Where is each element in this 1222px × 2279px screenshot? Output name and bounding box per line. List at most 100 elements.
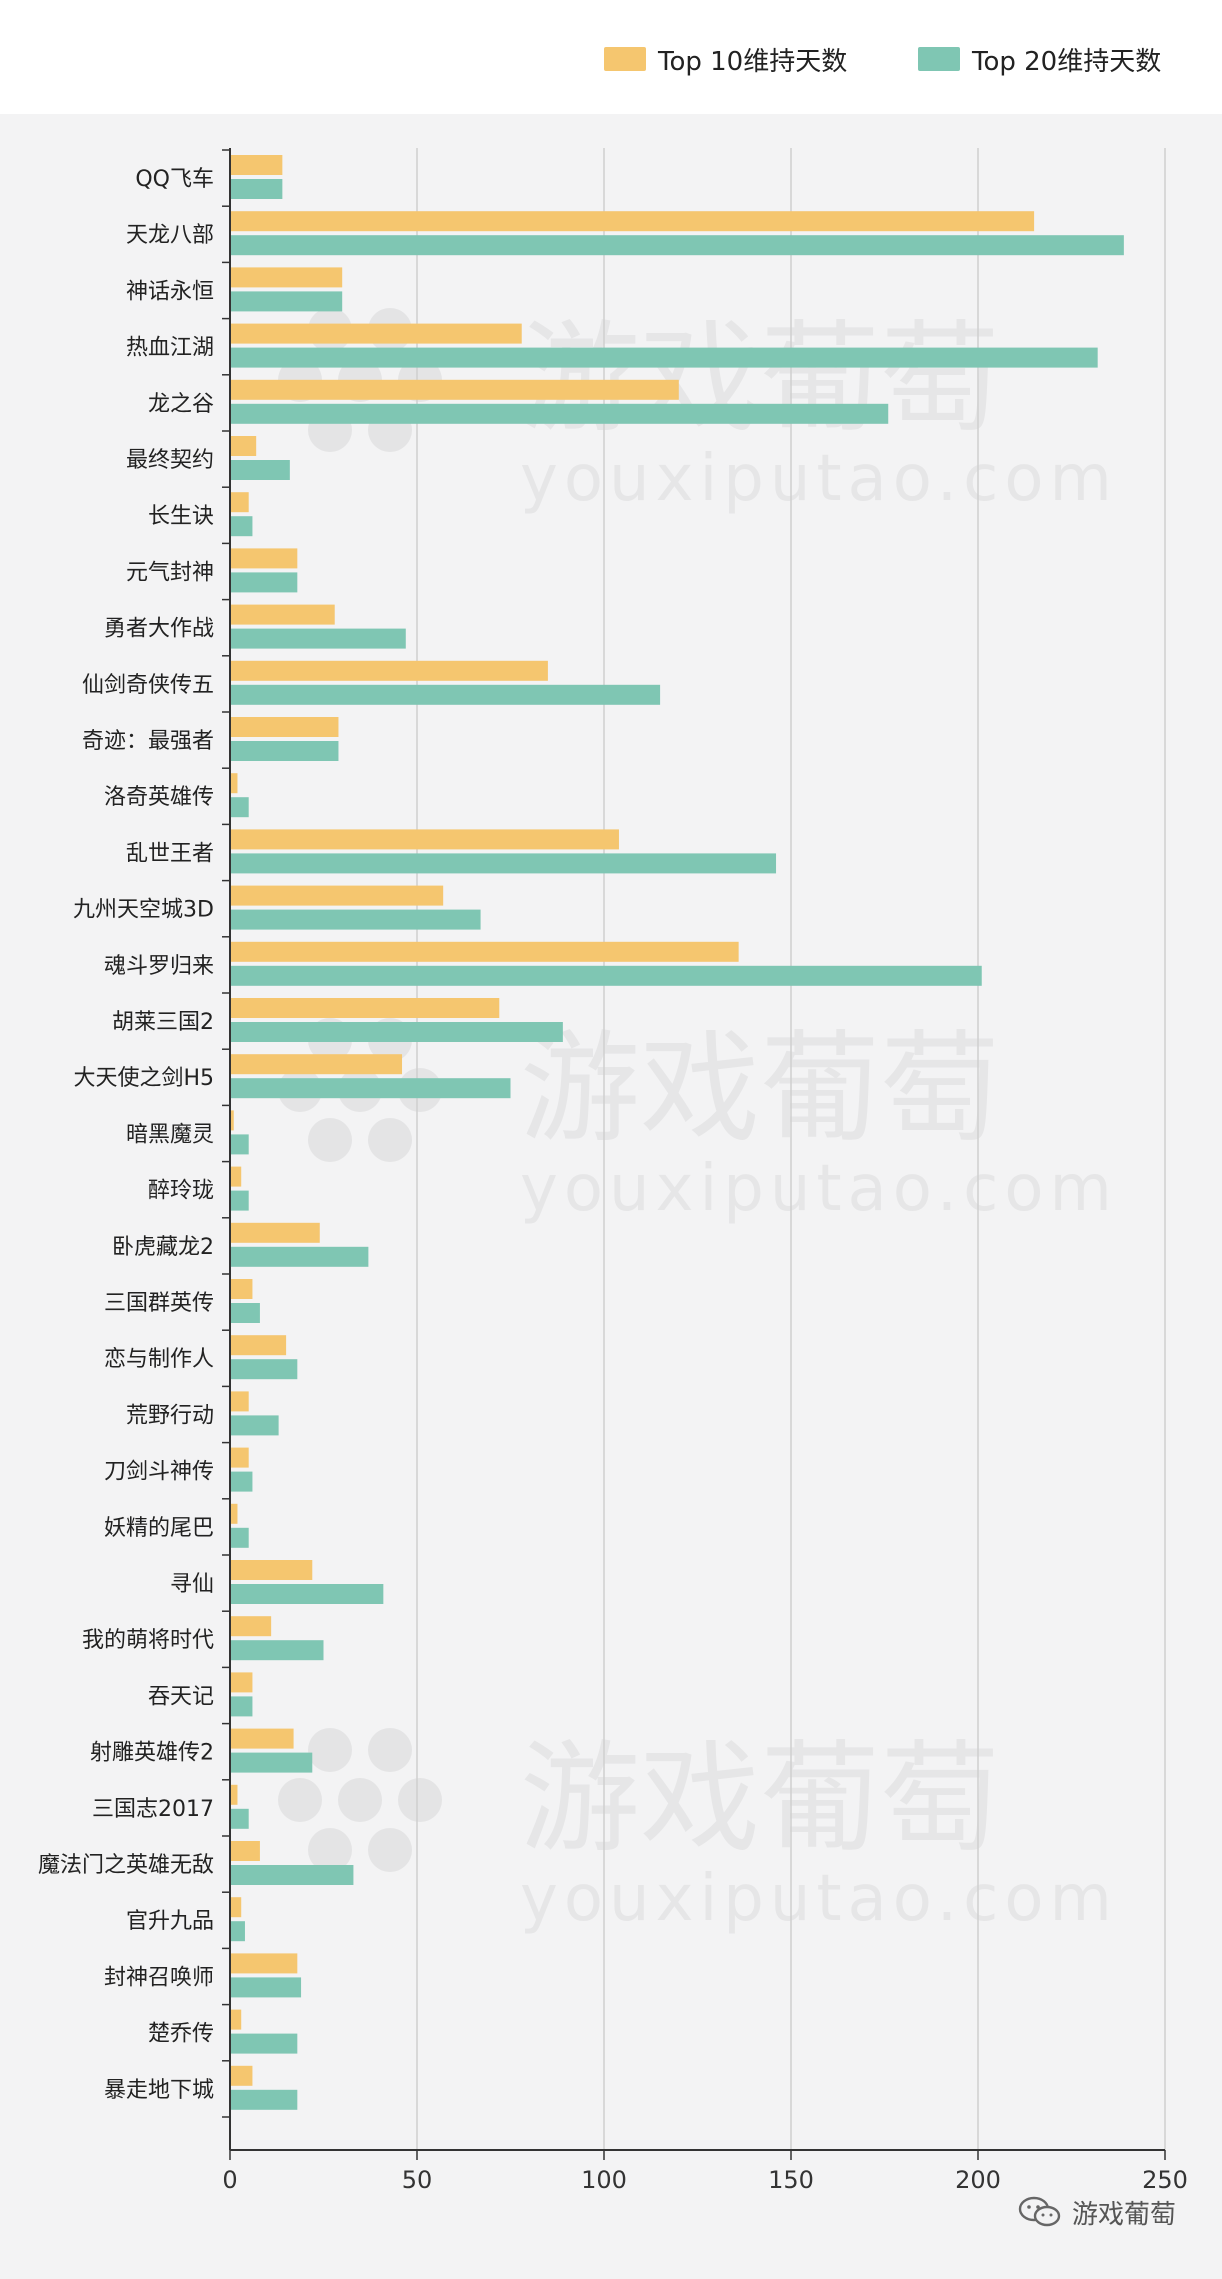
bar-top20: [230, 853, 777, 874]
bar-top20: [230, 741, 339, 761]
category-label: 官升九品: [126, 1909, 214, 1934]
category-label: 神话永恒: [126, 279, 214, 304]
bar-top10: [230, 323, 522, 344]
bar-top20: [230, 628, 406, 649]
category-label: 长生诀: [148, 504, 214, 529]
bar-top20: [230, 2089, 298, 2110]
bar-top10: [230, 1672, 253, 1693]
category-label: 最终契约: [126, 448, 214, 473]
category-label: 奇迹：最强者: [82, 729, 214, 754]
category-label: 恋与制作人: [104, 1347, 214, 1372]
category-label: 洛奇英雄传: [104, 785, 214, 810]
category-label: 楚乔传: [148, 2022, 214, 2047]
category-label: 三国志2017: [92, 1797, 214, 1822]
bar-top10: [230, 1391, 249, 1412]
category-labels: QQ飞车天龙八部神话永恒热血江湖龙之谷最终契约长生诀元气封神勇者大作战仙剑奇侠传…: [38, 167, 214, 2103]
bar-top20: [230, 1078, 511, 1099]
bar-top10: [230, 717, 339, 737]
watermark-dot: [308, 1118, 352, 1162]
category-label: 胡莱三国2: [112, 1010, 214, 1035]
category-label: 元气封神: [126, 560, 214, 585]
bar-top10: [230, 155, 283, 175]
watermarks: 游戏葡萄youxiputao.com游戏葡萄youxiputao.com游戏葡萄…: [278, 308, 1112, 1936]
category-label: 大天使之剑H5: [73, 1066, 214, 1091]
bar-top20: [230, 347, 1098, 368]
bar-top20: [230, 1415, 279, 1436]
bar-top10: [230, 998, 500, 1018]
category-label: 卧虎藏龙2: [112, 1235, 214, 1260]
bar-top10: [230, 492, 249, 513]
bar-top10: [230, 1728, 294, 1749]
category-label: 醉玲珑: [148, 1179, 214, 1204]
category-label: 热血江湖: [126, 336, 214, 361]
bar-top20: [230, 460, 290, 480]
bar-top20: [230, 1527, 249, 1548]
watermark-dot: [308, 1728, 352, 1772]
x-tick-label-250: 250: [1142, 2166, 1188, 2194]
bar-top20: [230, 1640, 324, 1661]
plot-background: [0, 114, 1222, 2279]
category-label: 暗黑魔灵: [126, 1122, 214, 1147]
watermark-dot: [368, 1828, 412, 1872]
watermark-dot: [368, 1728, 412, 1772]
bar-top10: [230, 1054, 403, 1075]
bar-top10: [230, 1560, 313, 1580]
category-label: 射雕英雄传2: [90, 1741, 214, 1766]
watermark-dot: [338, 1778, 382, 1822]
bar-top20: [230, 1921, 245, 1942]
watermark-dot: [308, 1828, 352, 1872]
legend-label-top20: Top 20维持天数: [972, 46, 1162, 77]
bar-top10: [230, 1841, 260, 1861]
category-label: 龙之谷: [148, 392, 214, 417]
category-label: 妖精的尾巴: [104, 1516, 214, 1541]
bar-top20: [230, 1808, 249, 1829]
bar-top10: [230, 1447, 249, 1468]
category-label: 魂斗罗归来: [104, 954, 214, 979]
bar-top10: [230, 885, 444, 906]
bar-top20: [230, 684, 661, 705]
bars: [230, 155, 1124, 2110]
bar-top10: [230, 2065, 253, 2086]
bar-top10: [230, 1166, 242, 1187]
bar-top20: [230, 1865, 354, 1885]
watermark-dot: [398, 1778, 442, 1822]
chart-legend: Top 10维持天数 Top 20维持天数: [0, 0, 1222, 114]
bar-top20: [230, 797, 249, 818]
bar-top10: [230, 1110, 234, 1131]
bar-top10: [230, 267, 343, 288]
bar-top20: [230, 909, 481, 930]
category-label: 吞天记: [148, 1684, 214, 1709]
bar-top20: [230, 1471, 253, 1492]
footer-brand: 游戏葡萄: [1018, 2192, 1176, 2232]
x-tick-label-200: 200: [955, 2166, 1001, 2194]
bar-top20: [230, 235, 1124, 256]
category-label: 封神召唤师: [104, 1965, 214, 1990]
legend-label-top10: Top 10维持天数: [658, 46, 848, 77]
category-label: 乱世王者: [126, 841, 214, 866]
category-label: 魔法门之英雄无敌: [38, 1853, 214, 1878]
bar-top20: [230, 2033, 298, 2054]
bar-top20: [230, 1752, 313, 1773]
category-label: 三国群英传: [104, 1291, 214, 1316]
bar-top10: [230, 1616, 272, 1637]
x-tick-label-0: 0: [222, 2166, 237, 2194]
bar-top10: [230, 829, 619, 850]
watermark-brand: 游戏葡萄: [520, 310, 1000, 449]
category-label: 仙剑奇侠传五: [82, 673, 214, 698]
wechat-icon: [1018, 2196, 1061, 2227]
x-tick-label-50: 50: [402, 2166, 433, 2194]
bar-top10: [230, 1953, 298, 1974]
bar-top20: [230, 403, 889, 424]
bar-top10: [230, 604, 335, 625]
bar-top20: [230, 1359, 298, 1380]
bar-top20: [230, 1022, 563, 1042]
category-label: 暴走地下城: [104, 2078, 214, 2103]
category-label: 寻仙: [170, 1572, 214, 1597]
x-tick-label-150: 150: [768, 2166, 814, 2194]
bar-top10: [230, 1222, 320, 1243]
bar-top20: [230, 1696, 253, 1717]
bar-top20: [230, 965, 982, 986]
legend-swatch-top20: [918, 47, 960, 71]
bar-top10: [230, 436, 257, 456]
category-label: 九州天空城3D: [73, 898, 214, 923]
